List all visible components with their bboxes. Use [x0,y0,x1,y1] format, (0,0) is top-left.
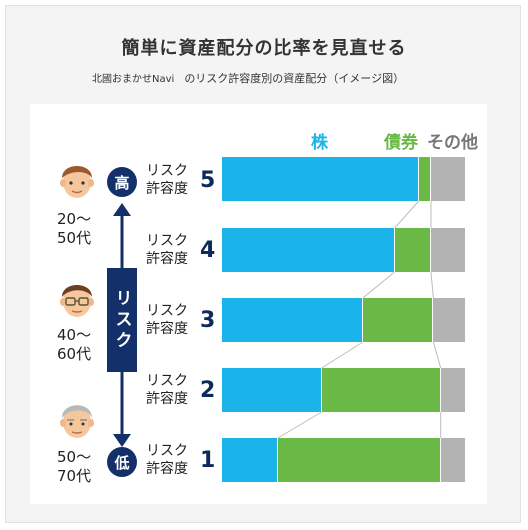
bond-segment [277,438,441,482]
age-group-label: 40～ 60代 [57,326,99,364]
other-segment [440,438,465,482]
age-range-start: 50～ [57,448,92,466]
allocation-bar-level-4 [222,228,465,272]
risk-level-label: リスク 許容度 [146,442,208,478]
allocation-bar-level-5 [222,157,465,201]
tolerance-text: 許容度 [146,391,188,407]
connector-line [277,411,322,439]
low-risk-badge: 低 [107,447,137,477]
stock-segment [222,228,395,272]
risk-level-number: 4 [200,238,216,263]
risk-axis-label: リスク [107,268,137,372]
subtitle-text: のリスク許容度別の資産配分（イメージ図） [184,72,405,85]
tolerance-text: 許容度 [146,251,188,267]
legend-stock: 株 [311,133,328,153]
tolerance-text: 許容度 [146,181,188,197]
risk-level-number: 3 [200,308,216,333]
subtitle: 北國おまかせNavi のリスク許容度別の資産配分（イメージ図） [92,70,404,86]
risk-text: リスク [146,163,188,179]
age-range-start: 20～ [57,210,92,228]
age-range-end: 60代 [57,345,92,363]
age-range-end: 70代 [57,467,92,485]
connector-line [362,271,395,299]
bond-segment [362,298,434,342]
high-risk-badge: 高 [107,167,137,197]
age-range-start: 40～ [57,326,92,344]
glasses-man-face-icon [57,277,97,325]
other-segment [440,368,465,412]
young-man-face-icon [57,158,97,206]
tolerance-text: 許容度 [146,321,188,337]
age-group-label: 50～ 70代 [57,448,99,486]
legend-bond: 債券 [384,133,418,153]
risk-level-label: リスク 許容度 [146,302,208,338]
allocation-bar-level-3 [222,298,465,342]
stock-segment [222,368,322,412]
risk-text: リスク [146,443,188,459]
tolerance-text: 許容度 [146,461,188,477]
bond-segment [418,157,431,201]
risk-text: リスク [146,233,188,249]
stock-segment [222,298,363,342]
connector-line [321,341,364,369]
connector-line [432,341,442,369]
age-group-label: 20～ 50代 [57,210,99,248]
risk-level-number: 2 [200,378,216,403]
risk-level-label: リスク 許容度 [146,232,208,268]
stock-segment [222,157,419,201]
risk-level-number: 1 [200,448,216,473]
allocation-bar-level-1 [222,438,465,482]
gray-haired-man-face-icon [57,398,97,446]
risk-level-number: 5 [200,168,216,193]
bond-segment [321,368,441,412]
risk-level-label: リスク 許容度 [146,162,208,198]
page-title: 簡単に資産配分の比率を見直せる [121,38,407,59]
age-range-end: 50代 [57,229,92,247]
connector-line [394,200,420,229]
legend-other: その他 [427,133,478,153]
connector-line [430,271,434,299]
stock-segment [222,438,278,482]
other-segment [433,298,465,342]
other-segment [430,228,465,272]
risk-text: リスク [146,373,188,389]
allocation-bar-level-2 [222,368,465,412]
risk-level-label: リスク 許容度 [146,372,208,408]
other-segment [430,157,465,201]
bond-segment [394,228,431,272]
risk-text: リスク [146,303,188,319]
subtitle-brand: 北國おまかせNavi [92,74,175,85]
